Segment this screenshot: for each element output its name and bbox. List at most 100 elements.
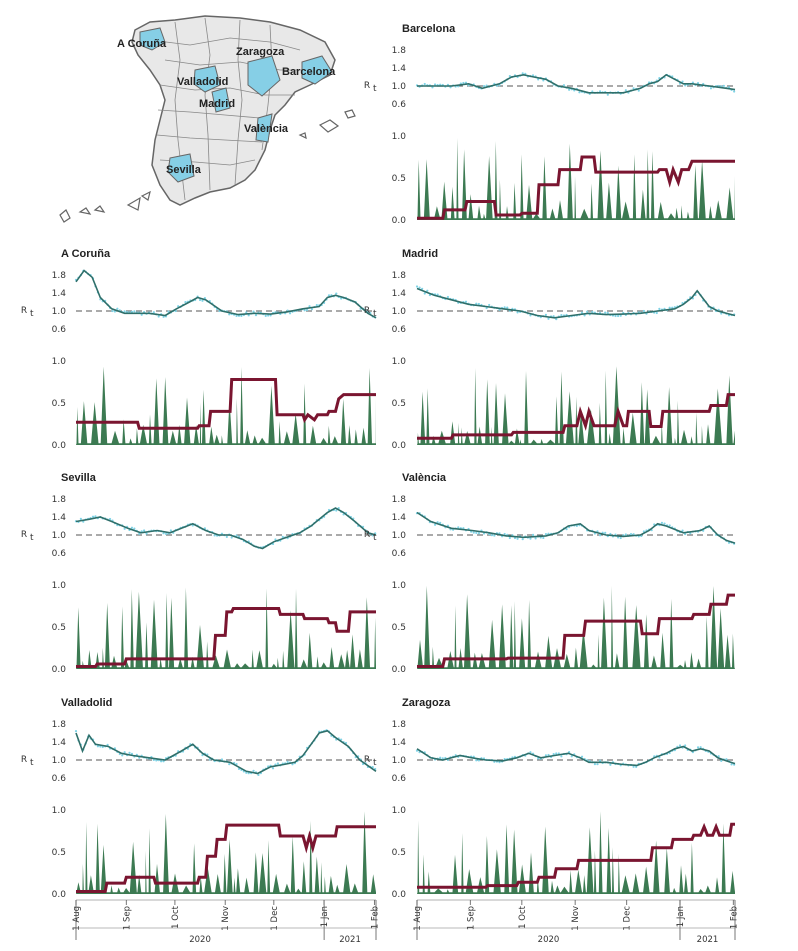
rt-point	[208, 758, 211, 761]
rt-point	[264, 314, 267, 317]
rt-point	[245, 311, 248, 314]
x-tick-label: 1 Feb	[370, 906, 380, 929]
rt-tick-label: 0.6	[52, 549, 67, 559]
rt-point	[475, 302, 478, 305]
probability-area	[76, 366, 376, 445]
rt-point	[123, 751, 126, 754]
rt-point	[720, 312, 723, 315]
probability-step-line	[417, 593, 735, 668]
rt-tick-label: 1.0	[52, 756, 67, 766]
canary-island	[93, 205, 106, 213]
rt-point	[516, 311, 519, 314]
rt-point	[274, 538, 277, 541]
rt-point	[184, 301, 187, 304]
rt-point	[727, 86, 731, 89]
rt-axis-subscript: t	[30, 309, 34, 319]
prob-tick-label: 0.0	[52, 890, 67, 900]
rt-point	[537, 78, 540, 81]
rt-tick-label: 1.0	[52, 307, 67, 317]
rt-point	[503, 306, 506, 309]
rt-point	[240, 314, 243, 318]
rt-point	[143, 529, 146, 532]
x-tick-label: 1 Aug	[72, 906, 82, 931]
year-label-2020: 2020	[538, 935, 560, 945]
rt-point	[617, 314, 620, 318]
rt-point	[506, 306, 509, 309]
probability-step-line	[417, 393, 735, 440]
province-valladolid	[193, 65, 221, 93]
rt-point	[696, 746, 700, 749]
x-tick-label: 1 Sep	[122, 906, 132, 930]
province-madrid	[211, 87, 231, 113]
rt-point	[421, 287, 424, 290]
province-valencia	[255, 113, 273, 143]
rt-point	[493, 534, 496, 537]
x-tick-label: 1 Aug	[413, 906, 423, 931]
prob-tick-label: 1.0	[392, 132, 407, 142]
prob-tick-label: 0.5	[392, 174, 406, 184]
map-label: A Coruña	[117, 38, 167, 50]
rt-line	[417, 73, 736, 94]
rt-point	[681, 529, 684, 532]
balearic-island	[318, 119, 340, 133]
rt-axis-label: R	[21, 755, 27, 765]
rt-point	[725, 758, 728, 761]
rt-point	[423, 292, 426, 295]
rt-point	[617, 536, 620, 539]
province-a-coruna	[139, 27, 166, 51]
rt-point	[482, 85, 486, 88]
rt-point	[606, 311, 609, 315]
rt-point	[327, 294, 331, 297]
panel-valncia: València 1.8 1.4 1.0 0.6 R t 1.0 0.5 0.0	[364, 472, 736, 675]
rt-point	[162, 315, 165, 318]
rt-point	[167, 310, 170, 313]
rt-tick-label: 1.8	[392, 271, 407, 281]
x-tick-label: 1 Oct	[171, 905, 181, 928]
rt-point	[464, 81, 468, 84]
rt-point	[335, 509, 338, 512]
rt-point	[157, 315, 160, 318]
probability-area	[417, 138, 735, 220]
prob-tick-label: 0.0	[392, 890, 407, 900]
rt-point	[235, 314, 238, 317]
rt-tick-label: 1.0	[392, 82, 407, 92]
prob-tick-label: 1.0	[392, 581, 407, 591]
rt-point	[604, 531, 607, 534]
spain-province-map: A Coruña Valladolid Zaragoza Barcelona Madri…	[59, 15, 356, 223]
canary-island	[78, 207, 92, 215]
canary-island	[140, 190, 151, 201]
x-tick-label: 1 Oct	[518, 905, 528, 928]
rt-point	[162, 760, 165, 763]
rt-point	[542, 536, 545, 540]
rt-axis-subscript: t	[30, 758, 34, 768]
rt-point	[570, 755, 573, 758]
x-axis-left: 1 Aug 1 Sep 1 Oct 1 Nov 1 Dec 1 Jan 1 Feb 2020 2…	[72, 899, 380, 945]
rt-point	[655, 311, 658, 315]
x-tick-label: 1 Jan	[320, 906, 330, 927]
probability-step-line	[76, 378, 376, 430]
rt-point	[230, 536, 233, 539]
rt-point	[534, 537, 537, 540]
rt-point	[490, 534, 493, 537]
rt-axis-subscript: t	[30, 533, 34, 543]
rt-axis-subscript: t	[373, 84, 377, 94]
rt-point	[439, 521, 442, 524]
province-border	[164, 59, 315, 71]
rt-point	[583, 314, 586, 317]
rt-point	[684, 532, 687, 536]
rt-point	[133, 527, 136, 530]
rt-point	[220, 758, 224, 761]
rt-point	[477, 759, 480, 762]
rt-point	[485, 84, 488, 87]
rt-point	[668, 306, 671, 309]
rt-tick-label: 0.6	[52, 325, 67, 335]
rt-tick-label: 1.8	[52, 495, 67, 505]
rt-point	[477, 302, 480, 306]
rt-point	[108, 517, 112, 521]
rt-point	[140, 313, 143, 316]
rt-point	[508, 536, 511, 540]
panel-zaragoza: Zaragoza 1.8 1.4 1.0 0.6 R t 1.0 0.5 0.0	[364, 697, 736, 900]
rt-point	[228, 313, 231, 316]
rt-point	[503, 532, 506, 536]
rt-point	[555, 318, 558, 321]
